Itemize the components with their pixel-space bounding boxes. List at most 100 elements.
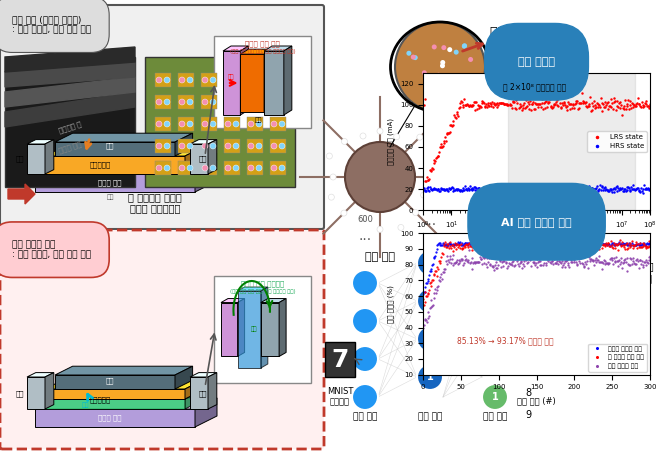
Polygon shape xyxy=(35,409,195,427)
Polygon shape xyxy=(185,379,205,399)
Circle shape xyxy=(417,364,443,390)
Circle shape xyxy=(426,44,432,49)
Circle shape xyxy=(482,270,508,296)
Bar xyxy=(155,73,171,87)
Circle shape xyxy=(210,143,216,149)
Circle shape xyxy=(465,53,470,58)
Polygon shape xyxy=(208,139,216,174)
Bar xyxy=(247,73,263,87)
Circle shape xyxy=(407,59,412,64)
기존 시냅스 소자 xyxy=(494,266,501,271)
LRS state xyxy=(554,103,562,108)
Text: ···: ··· xyxy=(488,233,501,247)
Circle shape xyxy=(440,69,445,74)
HRS state xyxy=(612,185,620,190)
Circle shape xyxy=(156,121,162,127)
LRS state xyxy=(420,102,428,107)
Text: 600: 600 xyxy=(357,216,373,224)
Text: 6: 6 xyxy=(525,344,531,354)
Circle shape xyxy=(417,250,443,276)
이상적 시냅스 소자 xyxy=(634,242,642,247)
Polygon shape xyxy=(45,146,205,156)
Bar xyxy=(201,95,217,109)
Circle shape xyxy=(187,99,193,105)
Circle shape xyxy=(179,121,185,127)
Text: (구성 물질 손상 순서, 높은 전압에서 필요): (구성 물질 손상 순서, 높은 전압에서 필요) xyxy=(230,49,295,54)
이상적 시냅스 소자 xyxy=(419,292,427,297)
FancyBboxPatch shape xyxy=(214,276,311,383)
이상적 시냅스 소자 xyxy=(520,241,528,246)
Circle shape xyxy=(337,133,343,139)
본 연구팀 개발 소자 xyxy=(521,243,529,249)
Text: 2: 2 xyxy=(525,256,531,266)
Circle shape xyxy=(413,210,419,216)
Circle shape xyxy=(233,99,239,105)
Bar xyxy=(201,161,217,175)
Text: 9: 9 xyxy=(525,410,531,420)
HRS state xyxy=(554,188,562,193)
Polygon shape xyxy=(261,287,268,368)
Circle shape xyxy=(256,77,262,83)
Polygon shape xyxy=(284,46,292,115)
Text: ···: ··· xyxy=(359,233,372,247)
Text: (구성 물질 손상 없음, 낮은 전압에서 동작): (구성 물질 손상 없음, 낮은 전압에서 동작) xyxy=(230,289,295,294)
Text: 2: 2 xyxy=(426,334,434,344)
기존 시냅스 소자 xyxy=(419,326,427,331)
Bar xyxy=(155,117,171,131)
Bar xyxy=(247,95,263,109)
Title: 높은 내구성: 높은 내구성 xyxy=(518,57,555,67)
Text: 4: 4 xyxy=(492,278,498,288)
Polygon shape xyxy=(185,146,205,174)
본 연구팀 개발 소자 xyxy=(446,239,454,244)
Circle shape xyxy=(327,174,333,180)
Circle shape xyxy=(279,77,285,83)
Circle shape xyxy=(407,76,412,81)
Polygon shape xyxy=(175,366,193,389)
Polygon shape xyxy=(223,46,248,51)
Circle shape xyxy=(225,77,231,83)
Circle shape xyxy=(202,165,208,171)
Circle shape xyxy=(409,75,415,80)
Polygon shape xyxy=(5,77,135,107)
Circle shape xyxy=(417,326,443,352)
Text: 4: 4 xyxy=(525,300,531,310)
Text: 1: 1 xyxy=(492,392,498,402)
Line: LRS state: LRS state xyxy=(422,91,651,190)
이상적 시냅스 소자 xyxy=(445,241,453,247)
Circle shape xyxy=(248,77,254,83)
기존 시냅스 소자 xyxy=(484,255,492,260)
FancyBboxPatch shape xyxy=(0,230,324,449)
Circle shape xyxy=(482,308,508,334)
Text: 2: 2 xyxy=(492,354,498,364)
Circle shape xyxy=(179,143,185,149)
Circle shape xyxy=(395,22,485,112)
Circle shape xyxy=(233,165,239,171)
HRS state xyxy=(596,182,604,188)
Text: 히든 뉴런: 히든 뉴런 xyxy=(418,412,442,421)
Circle shape xyxy=(256,99,262,105)
Text: 본 연구에서 고안한
시냅스 트랜지스터: 본 연구에서 고안한 시냅스 트랜지스터 xyxy=(128,192,182,213)
Circle shape xyxy=(164,77,170,83)
Circle shape xyxy=(415,54,420,59)
본 연구팀 개발 소자 xyxy=(635,244,643,250)
본 연구팀 개발 소자 xyxy=(653,241,658,246)
Text: 전극: 전극 xyxy=(199,156,207,162)
HRS state xyxy=(646,186,654,191)
Circle shape xyxy=(454,56,459,61)
Polygon shape xyxy=(35,174,195,192)
Circle shape xyxy=(210,77,216,83)
Circle shape xyxy=(179,99,185,105)
Circle shape xyxy=(156,77,162,83)
Circle shape xyxy=(423,155,429,161)
Text: 에너지 장벽 통과: 에너지 장벽 통과 xyxy=(245,40,280,47)
Polygon shape xyxy=(223,51,240,115)
Circle shape xyxy=(164,121,170,127)
Circle shape xyxy=(187,165,193,171)
Text: 신경 세포: 신경 세포 xyxy=(365,252,395,262)
Circle shape xyxy=(248,121,254,127)
이상적 시냅스 소자 xyxy=(493,242,501,248)
LRS state xyxy=(646,101,654,106)
Text: 전하저항 층: 전하저항 층 xyxy=(58,120,82,134)
Text: 시냅스 기능 모사: 시냅스 기능 모사 xyxy=(490,26,551,38)
기존 시냅스 소자 xyxy=(634,258,642,263)
